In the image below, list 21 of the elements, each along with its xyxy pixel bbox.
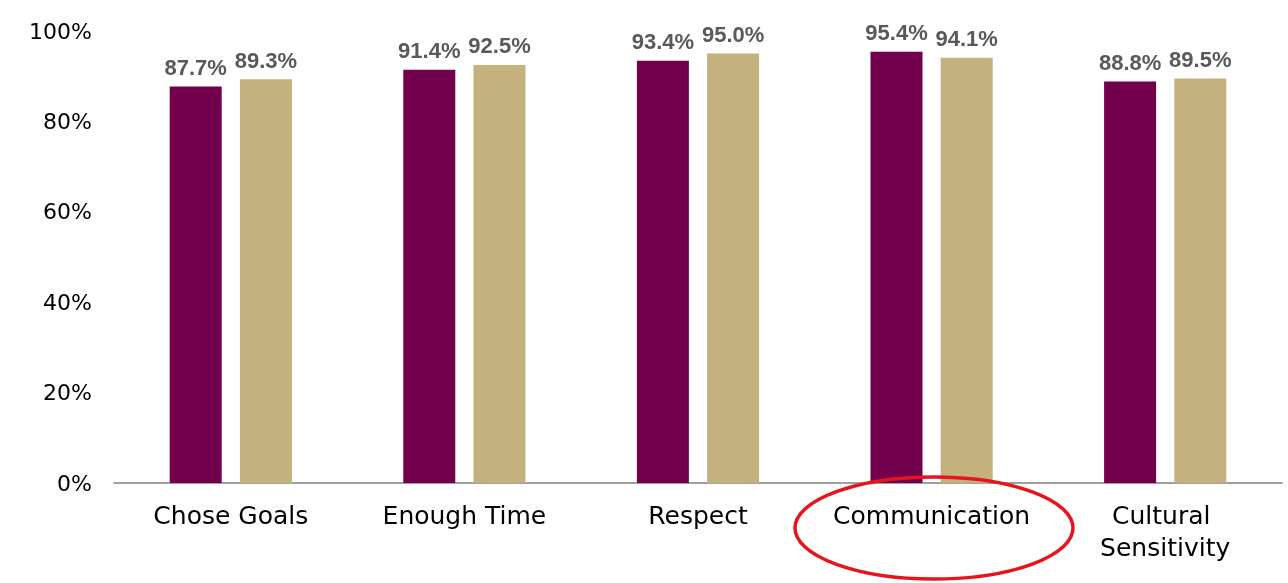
- x-tick-label: Respect: [648, 500, 748, 530]
- data-label: 95.4%: [865, 20, 928, 46]
- data-label: 95.0%: [701, 22, 765, 48]
- data-label: 89.3%: [234, 47, 298, 73]
- data-label: 91.4%: [398, 38, 461, 64]
- y-tick-label: 20%: [43, 380, 92, 406]
- y-tick-label: 80%: [43, 108, 92, 134]
- y-tick-label: 60%: [43, 199, 92, 225]
- data-label: 93.4%: [631, 29, 695, 55]
- data-label: 89.5%: [1169, 46, 1232, 72]
- data-label: 87.7%: [164, 55, 227, 81]
- data-label: 94.1%: [935, 26, 998, 52]
- data-label: 88.8%: [1098, 50, 1162, 76]
- y-tick-label: 40%: [43, 289, 92, 315]
- x-tick-label: Communication: [833, 500, 1031, 530]
- y-tick-label: 0%: [57, 470, 92, 496]
- y-tick-label: 100%: [29, 18, 92, 44]
- x-tick-label: Chose Goals: [153, 500, 309, 530]
- x-tick-label: Cultural Sensitivity: [1100, 500, 1231, 562]
- data-label: 92.5%: [468, 33, 531, 59]
- x-tick-label: Enough Time: [382, 500, 547, 530]
